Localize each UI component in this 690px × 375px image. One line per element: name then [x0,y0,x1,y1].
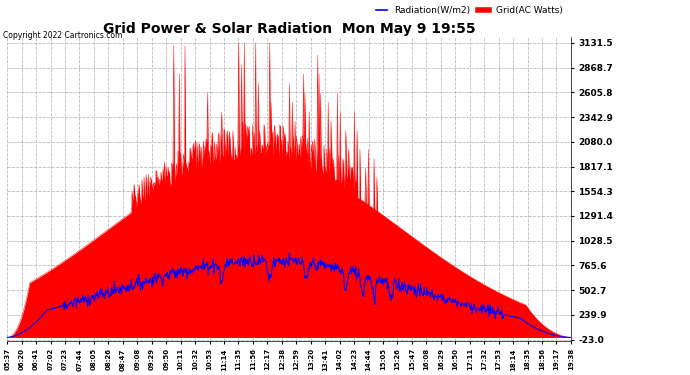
Legend: Radiation(W/m2), Grid(AC Watts): Radiation(W/m2), Grid(AC Watts) [373,2,566,18]
Text: Copyright 2022 Cartronics.com: Copyright 2022 Cartronics.com [3,30,123,39]
Title: Grid Power & Solar Radiation  Mon May 9 19:55: Grid Power & Solar Radiation Mon May 9 1… [103,22,475,36]
